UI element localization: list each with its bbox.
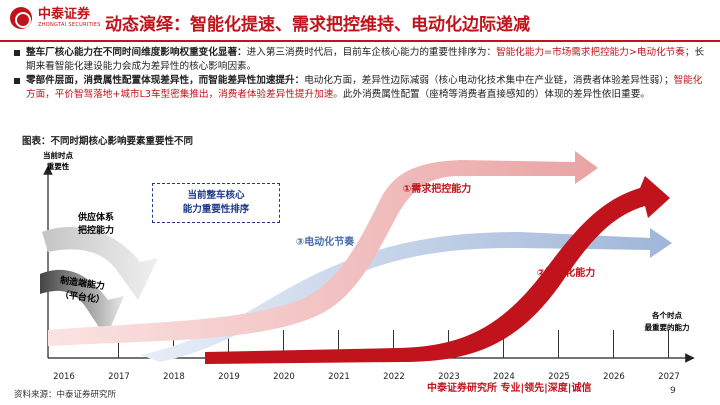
bullet-highlight: 智能化能力=市场需求把控能力>电动化节奏； (496, 47, 695, 58)
bullet-list: 整车厂核心能力在不同时间维度影响权重变化显著：进入第三消费时代后，目前车企核心能… (14, 46, 709, 102)
bullet-highlight: 智能化方面，平价智驾落地+城市L3车型密集推出，消费者体验差异性提升加速。 (26, 75, 703, 100)
x-tick-label: 2025 (548, 372, 570, 382)
x-tick-label: 2026 (603, 372, 625, 382)
bullet-lead: 零部件层面，消费属性配置体现差异性，而智能差异性加速提升： (26, 75, 305, 86)
y-axis-label-line1: 当前时点 (43, 150, 73, 160)
brand-name-cn: 中泰证券 (38, 7, 91, 22)
bullet-item-2: 零部件层面，消费属性配置体现差异性，而智能差异性加速提升：电动化方面，差异性边际… (14, 74, 709, 102)
callout-box: 当前整车核心 能力重要性排序 (152, 183, 280, 223)
y-axis-label-line2: 重要性 (47, 161, 70, 171)
x-tick-label: 2023 (438, 372, 460, 382)
logo-mark-icon (10, 7, 32, 29)
callout-line1: 当前整车核心 (187, 190, 245, 201)
series-supply-control (42, 226, 158, 300)
series-manufacturing (40, 269, 124, 338)
bullet-text: 此外消费属性配置（座椅等消费者直接感知的）体现的差异性依旧重要。 (342, 89, 650, 100)
bullet-lead: 整车厂核心能力在不同时间维度影响权重变化显著： (26, 47, 247, 58)
bullet-text: 长期来看智能化建设能力会成为差异性的核心影响因素。 (26, 47, 705, 72)
x-tick-label: 2021 (328, 372, 350, 382)
title-divider (0, 40, 720, 42)
brand-logo: 中泰证券 ZHONGTAI SECURITIES (10, 7, 101, 29)
footer-source: 资料来源：中泰证券研究所 (14, 390, 117, 400)
label-demand: ①需求把控能力 (403, 182, 471, 195)
slide-title: 动态演绎：智能化提速、需求把控维持、电动化边际递减 (105, 15, 530, 35)
figure-title: 图表：不同时期核心影响要素重要性不同 (22, 136, 194, 147)
series-demand-control (48, 151, 598, 346)
label-supply-line1: 供应体系 (77, 211, 114, 223)
x-axis-label-line2: 最重要的能力 (645, 322, 690, 332)
x-tick-label: 2016 (53, 372, 75, 382)
label-supply-line2: 把控能力 (78, 224, 114, 236)
x-tick-label: 2018 (163, 372, 185, 382)
bullet-text: 进入第三消费时代后，目前车企核心能力的重要性排序为： (246, 47, 497, 58)
x-tick-label: 2024 (493, 372, 515, 382)
series-electrification (140, 228, 672, 362)
label-smart: ②智能化能力 (537, 266, 595, 279)
x-tick-label: 2019 (218, 372, 240, 382)
series-smart (205, 176, 670, 364)
page-number: 9 (670, 386, 676, 396)
x-axis-label-line1: 各个时点 (651, 310, 682, 320)
x-tick-label: 2020 (273, 372, 295, 382)
callout-line2: 能力重要性排序 (182, 204, 250, 215)
x-tick-label: 2027 (658, 372, 680, 382)
bullet-text: 电动化方面，差异性边际减弱（核心电动化技术集中在产业链，消费者体验差异性弱）； (304, 75, 674, 86)
bullet-item-1: 整车厂核心能力在不同时间维度影响权重变化显著：进入第三消费时代后，目前车企核心能… (14, 46, 709, 74)
label-electric: ③电动化节奏 (296, 235, 355, 248)
brand-name-en: ZHONGTAI SECURITIES (38, 22, 101, 28)
x-tick-label: 2017 (108, 372, 130, 382)
x-tick-label: 2022 (383, 372, 405, 382)
footer-brand: 中泰证券研究所 专业|领先|深度|诚信 (427, 383, 592, 394)
